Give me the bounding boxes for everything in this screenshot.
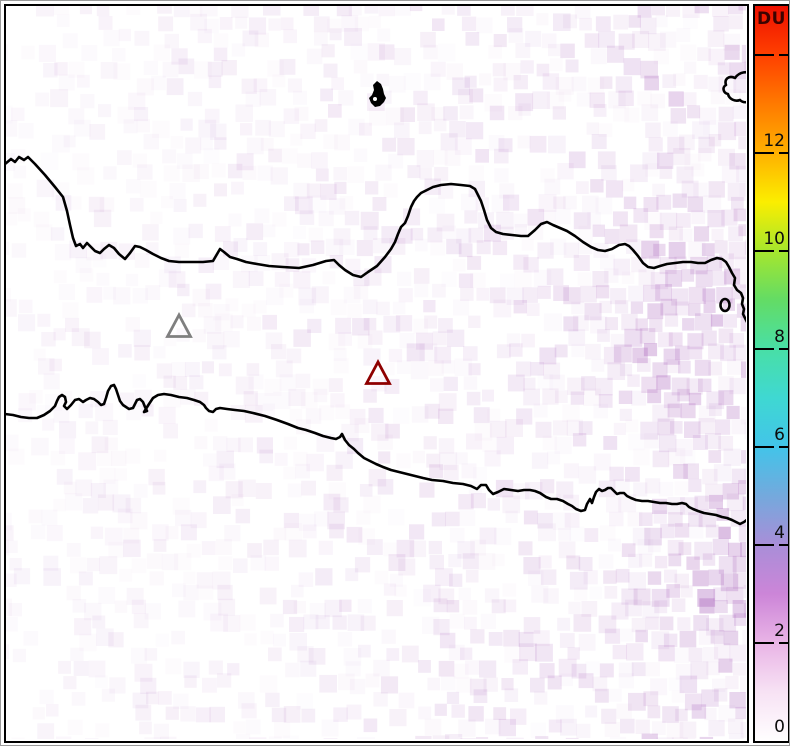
colorbar-tick-label: 10: [763, 229, 785, 249]
island-java-sea: [369, 81, 386, 107]
colorbar-tick-label: 2: [774, 621, 785, 641]
map-plot-area: [4, 4, 749, 743]
colorbar-tick-label: 12: [763, 131, 785, 151]
colorbar-tick: [755, 250, 775, 252]
colorbar-tick: [779, 348, 788, 350]
colorbar-tick: [755, 642, 775, 644]
colorbar-tick: [779, 642, 788, 644]
colorbar-units-label: DU: [757, 9, 786, 29]
volcano-marker-gray: [165, 312, 193, 338]
colorbar-tick: [755, 54, 775, 56]
colorbar-tick: [779, 54, 788, 56]
colorbar-tick: [779, 152, 788, 154]
colorbar-tick: [779, 446, 788, 448]
colorbar-tick-label: 6: [774, 425, 785, 445]
colorbar-tick: [755, 152, 775, 154]
volcano-marker-darkred: [364, 359, 392, 385]
colorbar-tick-label: 0: [774, 717, 785, 737]
colorbar-tick: [755, 348, 775, 350]
colorbar-tick-label: 4: [774, 523, 785, 543]
island-outline-topright: [722, 70, 746, 104]
island-java-sea-lagoon: [373, 97, 377, 101]
colorbar-tick-label: 8: [774, 327, 785, 347]
coastline-south-java: [6, 383, 746, 526]
colorbar-tick: [755, 544, 775, 546]
volcano-marker-layer: [165, 312, 392, 385]
colorbar-tick: [779, 544, 788, 546]
colorbar-tick: [755, 446, 775, 448]
colorbar: DU 12 10 8 6 4 2 0: [753, 4, 789, 743]
colorbar-tick: [779, 250, 788, 252]
islet-right: [719, 297, 731, 313]
coastline-north-java: [6, 155, 746, 323]
